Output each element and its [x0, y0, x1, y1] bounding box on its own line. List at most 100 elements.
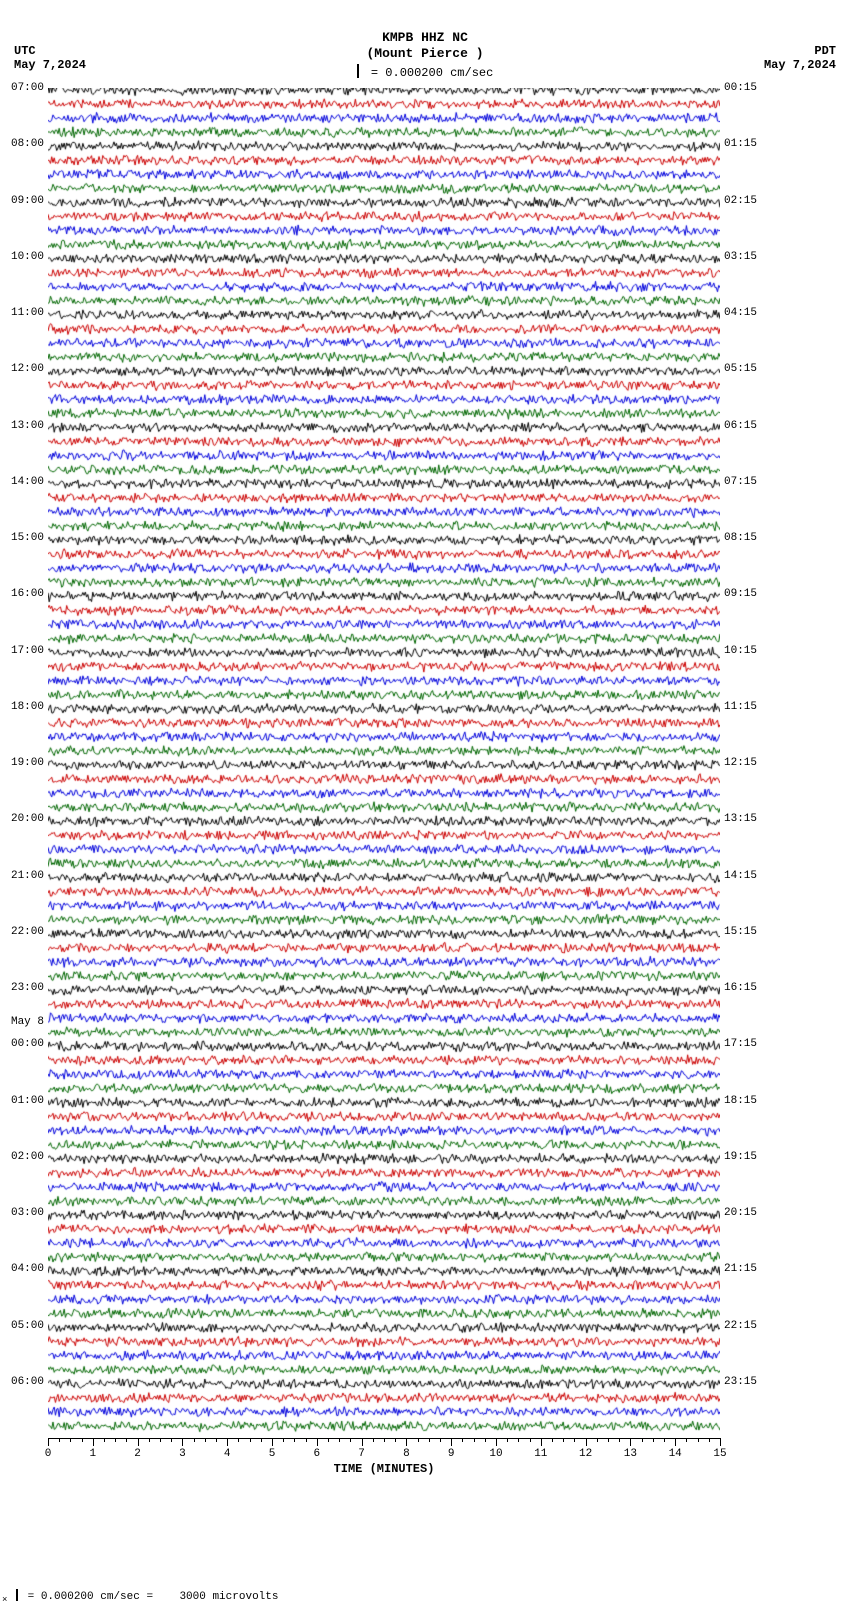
utc-hour-label: 16:00 [11, 588, 48, 600]
x-axis-minor-tick [384, 1438, 385, 1442]
utc-hour-label: 07:00 [11, 82, 48, 94]
pdt-hour-label: 08:15 [720, 532, 757, 544]
x-axis-title: TIME (MINUTES) [48, 1462, 720, 1476]
x-axis-minor-tick [429, 1438, 430, 1442]
x-axis-tick-label: 15 [713, 1448, 726, 1460]
x-axis-tick-label: 9 [448, 1448, 455, 1460]
scale-header-text: = 0.000200 cm/sec [371, 66, 493, 80]
pdt-hour-label: 05:15 [720, 363, 757, 375]
x-axis-minor-tick [664, 1438, 665, 1442]
x-axis-tick-label: 7 [358, 1448, 365, 1460]
x-axis-major-tick [362, 1438, 363, 1446]
x-axis-major-tick [272, 1438, 273, 1446]
x-axis-minor-tick [597, 1438, 598, 1442]
x-axis-minor-tick [339, 1438, 340, 1442]
utc-hour-label: 04:00 [11, 1263, 48, 1275]
x-axis-minor-tick [552, 1438, 553, 1442]
x-axis-minor-tick [619, 1438, 620, 1442]
utc-hour-label: 14:00 [11, 476, 48, 488]
pdt-hour-label: 16:15 [720, 982, 757, 994]
x-axis-minor-tick [104, 1438, 105, 1442]
utc-hour-label: 02:00 [11, 1151, 48, 1163]
x-axis-major-tick [317, 1438, 318, 1446]
pdt-hour-label: 20:15 [720, 1207, 757, 1219]
x-axis-tick-label: 4 [224, 1448, 231, 1460]
pdt-hour-label: 09:15 [720, 588, 757, 600]
pdt-hour-label: 17:15 [720, 1038, 757, 1050]
utc-hour-label: 15:00 [11, 532, 48, 544]
utc-hour-label: 23:00 [11, 982, 48, 994]
utc-day-swap-label: May 8 [11, 1016, 48, 1028]
tz-left-date: May 7,2024 [14, 58, 86, 72]
x-axis-minor-tick [160, 1438, 161, 1442]
pdt-hour-label: 06:15 [720, 420, 757, 432]
x-axis-major-tick [182, 1438, 183, 1446]
tz-right-block: PDT May 7,2024 [764, 44, 836, 72]
x-axis-tick-label: 14 [669, 1448, 682, 1460]
x-axis-major-tick [93, 1438, 94, 1446]
x-axis-tick-label: 2 [134, 1448, 141, 1460]
footer-scale-prefix: = 0.000200 cm/sec = [28, 1591, 153, 1603]
utc-hour-label: 01:00 [11, 1095, 48, 1107]
x-axis-tick-label: 13 [624, 1448, 637, 1460]
x-axis-tick-label: 3 [179, 1448, 186, 1460]
x-axis-major-tick [496, 1438, 497, 1446]
x-axis-minor-tick [283, 1438, 284, 1442]
x-axis-tick-label: 1 [89, 1448, 96, 1460]
utc-hour-label: 06:00 [11, 1376, 48, 1388]
x-axis-minor-tick [518, 1438, 519, 1442]
pdt-hour-label: 19:15 [720, 1151, 757, 1163]
x-axis-minor-tick [440, 1438, 441, 1442]
pdt-hour-label: 14:15 [720, 870, 757, 882]
x-axis-minor-tick [306, 1438, 307, 1442]
x-axis-major-tick [630, 1438, 631, 1446]
x-axis-minor-tick [261, 1438, 262, 1442]
pdt-hour-label: 10:15 [720, 645, 757, 657]
x-axis-minor-tick [462, 1438, 463, 1442]
x-axis-minor-tick [126, 1438, 127, 1442]
x-axis-major-tick [541, 1438, 542, 1446]
pdt-hour-label: 23:15 [720, 1376, 757, 1388]
pdt-hour-label: 11:15 [720, 701, 757, 713]
utc-hour-label: 08:00 [11, 138, 48, 150]
x-axis-minor-tick [350, 1438, 351, 1442]
utc-hour-label: 03:00 [11, 1207, 48, 1219]
tz-right-date: May 7,2024 [764, 58, 836, 72]
x-axis-major-tick [406, 1438, 407, 1446]
x-axis-minor-tick [205, 1438, 206, 1442]
x-axis-major-tick [48, 1438, 49, 1446]
scale-header: = 0.000200 cm/sec [0, 66, 850, 80]
x-axis-major-tick [720, 1438, 721, 1446]
x-axis-minor-tick [395, 1438, 396, 1442]
utc-hour-label: 18:00 [11, 701, 48, 713]
pdt-hour-label: 22:15 [720, 1320, 757, 1332]
footer-tick-icon: × [2, 1595, 7, 1605]
pdt-hour-label: 04:15 [720, 307, 757, 319]
x-axis: TIME (MINUTES) 0123456789101112131415 [48, 1438, 720, 1488]
utc-hour-label: 05:00 [11, 1320, 48, 1332]
x-axis-major-tick [675, 1438, 676, 1446]
footer-bar-icon [16, 1589, 19, 1601]
seismogram-canvas [48, 88, 720, 1438]
x-axis-minor-tick [216, 1438, 217, 1442]
utc-hour-label: 19:00 [11, 757, 48, 769]
x-axis-tick-label: 10 [489, 1448, 502, 1460]
x-axis-minor-tick [115, 1438, 116, 1442]
x-axis-minor-tick [418, 1438, 419, 1442]
x-axis-minor-tick [373, 1438, 374, 1442]
tz-left-block: UTC May 7,2024 [14, 44, 86, 72]
x-axis-minor-tick [507, 1438, 508, 1442]
x-axis-major-tick [451, 1438, 452, 1446]
x-axis-tick-label: 0 [45, 1448, 52, 1460]
utc-hour-label: 21:00 [11, 870, 48, 882]
x-axis-minor-tick [294, 1438, 295, 1442]
utc-hour-label: 10:00 [11, 251, 48, 263]
x-axis-minor-tick [82, 1438, 83, 1442]
pdt-hour-label: 07:15 [720, 476, 757, 488]
x-axis-tick-label: 5 [269, 1448, 276, 1460]
x-axis-tick-label: 8 [403, 1448, 410, 1460]
x-axis-tick-label: 11 [534, 1448, 547, 1460]
tz-left-label: UTC [14, 44, 86, 58]
footer-scale: × = 0.000200 cm/sec = 3000 microvolts [2, 1590, 278, 1605]
x-axis-tick-label: 6 [313, 1448, 320, 1460]
